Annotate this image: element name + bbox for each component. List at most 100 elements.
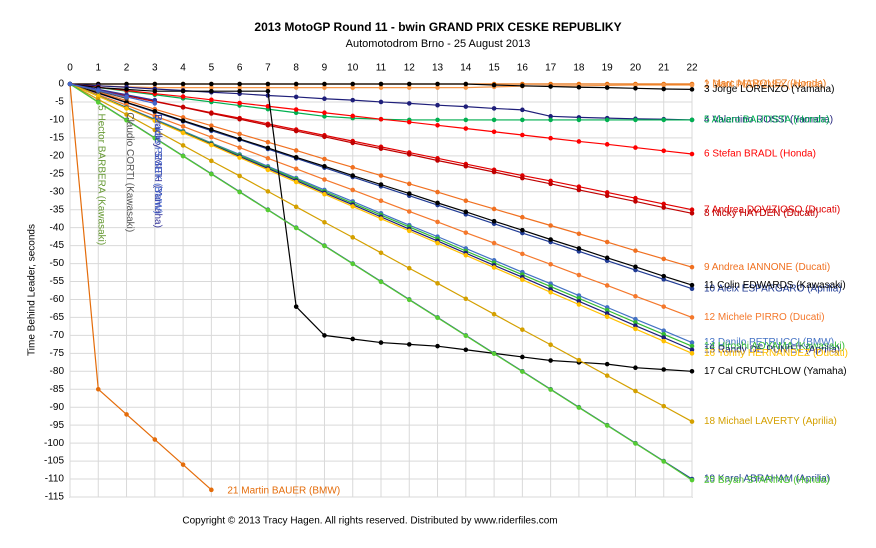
series-label: 5 Hector BARBERA (Kawasaki) bbox=[96, 105, 107, 245]
point bbox=[435, 158, 440, 163]
point bbox=[463, 81, 469, 87]
x-tick-label: 1 bbox=[95, 63, 101, 74]
point bbox=[491, 351, 497, 357]
point bbox=[209, 142, 214, 148]
point bbox=[209, 88, 214, 94]
point bbox=[180, 81, 186, 87]
point bbox=[633, 145, 638, 150]
point bbox=[689, 264, 695, 270]
point bbox=[435, 240, 440, 246]
point bbox=[548, 342, 553, 348]
point bbox=[661, 201, 667, 207]
x-tick-label: 22 bbox=[686, 63, 698, 74]
point bbox=[237, 145, 242, 150]
y-tick-label: -45 bbox=[50, 240, 65, 251]
point bbox=[378, 216, 384, 221]
point bbox=[322, 110, 327, 116]
point bbox=[435, 189, 440, 195]
point bbox=[124, 94, 129, 100]
point bbox=[435, 85, 440, 90]
point bbox=[378, 250, 384, 256]
point bbox=[293, 148, 299, 153]
point bbox=[350, 261, 356, 267]
point bbox=[378, 85, 384, 90]
point bbox=[633, 326, 638, 332]
series-label: 11 Colin EDWARDS (Kawasaki) bbox=[704, 280, 846, 291]
point bbox=[350, 204, 356, 209]
point bbox=[406, 297, 412, 303]
point bbox=[350, 85, 356, 90]
point bbox=[180, 105, 186, 110]
point bbox=[95, 88, 101, 93]
point bbox=[604, 423, 610, 428]
point bbox=[209, 127, 214, 132]
point bbox=[293, 225, 299, 231]
point bbox=[661, 367, 667, 372]
point bbox=[237, 116, 242, 122]
point bbox=[237, 189, 242, 195]
x-tick-label: 17 bbox=[545, 63, 557, 74]
point bbox=[661, 338, 667, 344]
point bbox=[661, 148, 667, 154]
point bbox=[237, 81, 242, 87]
point bbox=[689, 87, 695, 92]
point bbox=[633, 293, 638, 299]
point bbox=[548, 358, 553, 363]
series-line bbox=[69, 83, 212, 491]
point bbox=[576, 357, 582, 363]
point bbox=[689, 82, 695, 88]
point bbox=[576, 84, 582, 90]
point bbox=[350, 113, 356, 119]
y-tick-label: -105 bbox=[44, 456, 64, 467]
y-tick-label: -5 bbox=[55, 97, 64, 108]
point bbox=[265, 167, 271, 173]
series-label: 4 Valentino ROSSI (Yamaha) bbox=[704, 115, 833, 126]
point bbox=[576, 139, 582, 144]
point bbox=[209, 123, 214, 128]
point bbox=[689, 340, 695, 345]
point bbox=[406, 101, 412, 106]
point bbox=[378, 116, 384, 122]
point bbox=[180, 118, 186, 123]
series-label: 3 Jorge LORENZO (Yamaha) bbox=[704, 84, 834, 95]
x-tick-label: 5 bbox=[209, 63, 215, 74]
point bbox=[661, 304, 667, 309]
x-tick-label: 9 bbox=[322, 63, 328, 74]
point bbox=[520, 175, 525, 181]
point bbox=[350, 173, 356, 178]
y-tick-label: -75 bbox=[50, 348, 65, 359]
point bbox=[689, 315, 695, 320]
point bbox=[265, 189, 271, 194]
point bbox=[689, 419, 695, 424]
series-label: 16 Yonny HERNANDEZ (Ducati) bbox=[704, 348, 848, 359]
point bbox=[406, 209, 412, 214]
point bbox=[520, 327, 525, 332]
point bbox=[633, 248, 638, 253]
point bbox=[604, 283, 610, 288]
point bbox=[604, 239, 610, 245]
x-tick-label: 15 bbox=[489, 63, 501, 74]
y-tick-label: -85 bbox=[50, 384, 65, 395]
point bbox=[378, 340, 384, 345]
point bbox=[520, 214, 525, 220]
point bbox=[463, 117, 469, 123]
point bbox=[633, 117, 638, 123]
point bbox=[520, 369, 525, 374]
point bbox=[435, 315, 440, 321]
x-tick-label: 7 bbox=[265, 63, 271, 74]
point bbox=[124, 106, 129, 111]
point bbox=[604, 85, 610, 90]
point bbox=[265, 85, 271, 90]
point bbox=[322, 333, 327, 338]
chart-title: 2013 MotoGP Round 11 - bwin GRAND PRIX C… bbox=[254, 20, 621, 34]
point bbox=[548, 289, 553, 295]
series-label: 2 Dani PEDROSA (Honda) bbox=[704, 80, 823, 91]
point bbox=[463, 126, 469, 131]
point bbox=[520, 117, 525, 123]
series-label: Lukas PESEK (BMW) bbox=[152, 117, 163, 214]
point bbox=[293, 304, 299, 309]
point bbox=[604, 361, 610, 367]
point bbox=[548, 181, 553, 187]
point bbox=[435, 281, 440, 286]
point bbox=[124, 112, 129, 117]
